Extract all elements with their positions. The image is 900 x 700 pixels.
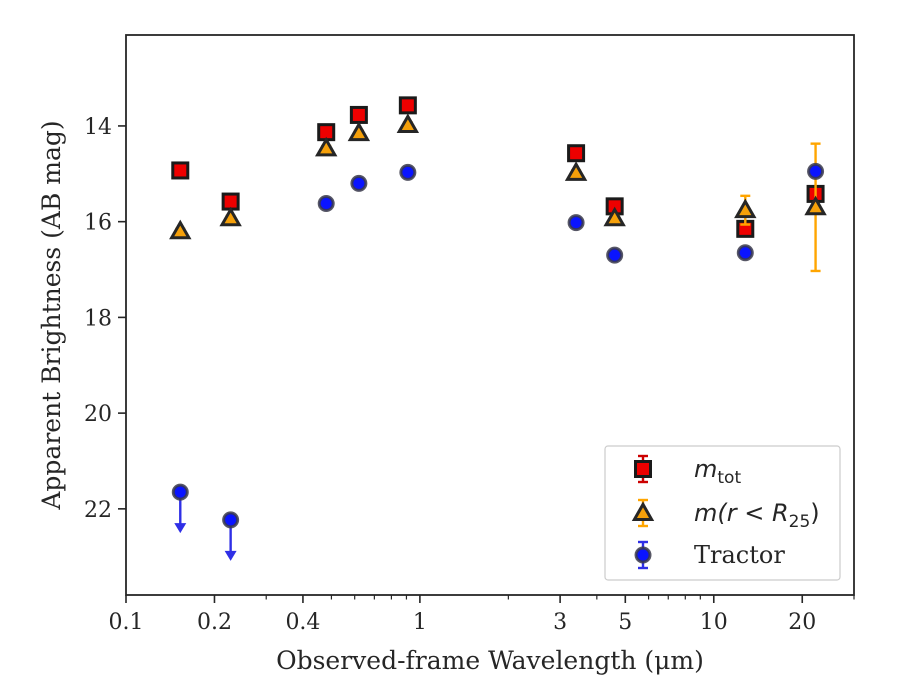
legend: mtot m(r < R25) Tractor: [604, 445, 841, 581]
x-tick-label: 20: [788, 610, 816, 635]
legend-label-main: Tractor: [694, 541, 785, 569]
tractor-point: [222, 511, 240, 529]
legend-marker-mtot: [634, 460, 652, 478]
y-tick-label: 14: [84, 115, 112, 140]
m-r25-point: [219, 206, 242, 227]
mtot-point: [349, 105, 368, 124]
m-r25-point: [804, 195, 827, 216]
legend-marker-m-r25: [631, 501, 655, 521]
x-tick-label: 10: [700, 610, 728, 635]
legend-label-tail: ): [810, 499, 819, 527]
m-r25-point: [564, 161, 588, 181]
plot-area: [125, 34, 855, 596]
legend-label-main: m: [694, 455, 717, 483]
m-r25-point: [314, 136, 338, 157]
tractor-point: [171, 483, 189, 501]
m-r25-point: [347, 121, 371, 142]
upper-limit-arrowhead: [174, 523, 187, 534]
legend-label-m-r25: m(r < R25): [694, 499, 820, 532]
y-tick-label: 20: [84, 402, 112, 427]
x-axis-label: Observed-frame Wavelength (μm): [276, 646, 704, 675]
y-tick-label: 16: [84, 211, 112, 236]
legend-label-main: m(r < R: [694, 499, 789, 527]
m-r25-point: [396, 113, 420, 133]
y-axis: 14 16 18 20 22: [84, 115, 126, 523]
y-tick-label: 18: [84, 306, 112, 331]
mtot-point: [567, 144, 586, 163]
series-tractor: [171, 162, 825, 561]
tractor-point: [736, 244, 754, 262]
x-tick-label: 0.4: [285, 610, 320, 635]
m-r25-point: [603, 206, 626, 227]
m-r25-point: [734, 198, 757, 219]
legend-label-sub: tot: [717, 468, 741, 488]
x-tick-label: 5: [618, 610, 632, 635]
legend-label-mtot: mtot: [694, 455, 741, 488]
mtot-point: [398, 96, 417, 115]
upper-limit-arrowhead: [224, 550, 237, 561]
tractor-point: [567, 214, 585, 232]
y-axis-label: Apparent Brightness (AB mag): [37, 120, 66, 510]
x-axis: 0.1 0.2 0.4 1 3 5 10 20: [109, 595, 855, 635]
tractor-point: [399, 163, 417, 181]
x-tick-label: 3: [553, 610, 567, 635]
legend-label-sub: 25: [789, 512, 811, 532]
m-r25-point: [169, 219, 192, 240]
tractor-point: [606, 246, 624, 264]
legend-box: [604, 445, 841, 581]
tractor-point: [807, 162, 825, 180]
legend-label-tractor: Tractor: [694, 541, 785, 569]
series-mtot: [171, 96, 825, 238]
y-tick-label: 22: [84, 498, 112, 523]
data-markers: [169, 96, 827, 561]
tractor-point: [350, 174, 368, 192]
tractor-point: [317, 194, 335, 212]
legend-marker-tractor: [634, 546, 652, 564]
x-tick-label: 0.1: [109, 610, 144, 635]
series-m-r25: [169, 113, 827, 273]
mtot-point: [171, 161, 190, 180]
x-tick-label: 1: [413, 610, 427, 635]
x-tick-label: 0.2: [197, 610, 232, 635]
plot-frame: [125, 34, 855, 596]
